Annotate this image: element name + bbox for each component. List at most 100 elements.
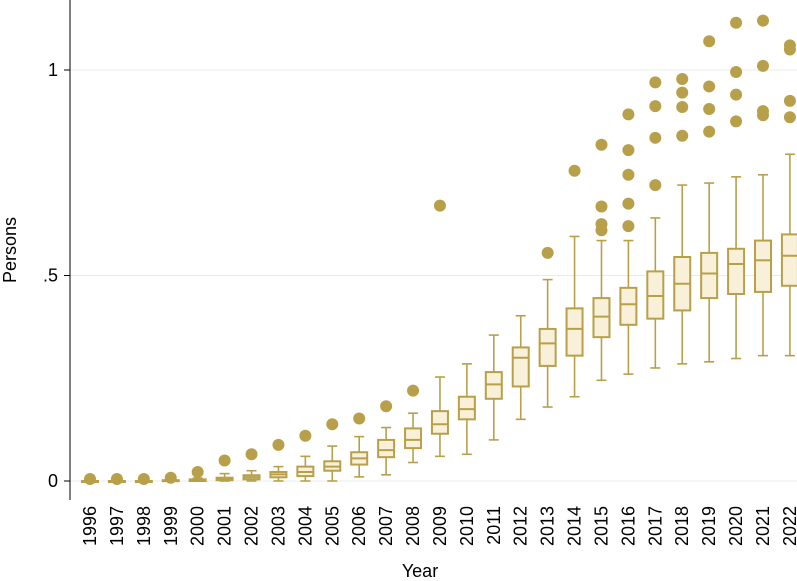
outlier-point-1 <box>595 218 608 231</box>
iqr-box <box>484 371 503 400</box>
outlier-point-0 <box>110 472 123 485</box>
x-tick-label-2020: 2020 <box>726 506 746 546</box>
iqr-box <box>538 327 557 367</box>
outlier-point-3 <box>730 16 743 29</box>
outlier-point-2 <box>730 66 743 79</box>
y-tick-label-2: 1 <box>48 60 58 80</box>
outlier-point-3 <box>783 39 796 52</box>
box-2022 <box>780 39 797 357</box>
x-tick-label-2008: 2008 <box>403 506 423 546</box>
box-2018 <box>673 73 692 365</box>
outlier-point-0 <box>541 246 554 259</box>
outlier-point-2 <box>703 80 716 93</box>
outlier-point-0 <box>568 164 581 177</box>
outlier-point-2 <box>595 200 608 213</box>
outlier-point-0 <box>218 454 231 467</box>
x-tick-label-2012: 2012 <box>511 506 531 546</box>
x-tick-label-2011: 2011 <box>484 506 504 545</box>
box-1996 <box>81 472 99 485</box>
x-tick-label-2000: 2000 <box>188 506 208 546</box>
box-2012 <box>511 314 530 421</box>
outlier-point-0 <box>353 412 366 425</box>
x-tick-label-2015: 2015 <box>591 506 611 546</box>
box-2014 <box>565 164 584 398</box>
x-tick-label-2021: 2021 <box>753 506 773 546</box>
box-series <box>81 14 797 485</box>
outlier-point-3 <box>757 14 769 27</box>
y-axis-title: Persons <box>0 217 20 283</box>
outlier-point-1 <box>649 131 662 144</box>
iqr-box <box>430 410 449 435</box>
outlier-point-0 <box>137 472 150 485</box>
outlier-point-0 <box>326 418 339 431</box>
outlier-point-0 <box>407 384 420 397</box>
x-tick-label-2017: 2017 <box>645 506 665 546</box>
outlier-point-0 <box>783 111 796 124</box>
x-tick-label-2007: 2007 <box>376 506 396 546</box>
outlier-point-0 <box>84 472 96 485</box>
outlier-point-0 <box>164 471 177 484</box>
box-1998 <box>134 472 153 485</box>
x-tick-label-2019: 2019 <box>699 506 719 546</box>
x-tick-label-1997: 1997 <box>107 506 127 546</box>
x-tick-label-2001: 2001 <box>215 506 235 546</box>
outlier-point-0 <box>622 220 635 233</box>
y-axis-ticks: 0.51 <box>43 60 70 491</box>
outlier-point-0 <box>433 199 446 212</box>
outlier-point-3 <box>676 73 689 86</box>
outlier-point-0 <box>676 129 689 142</box>
box-2011 <box>484 334 503 441</box>
iqr-box <box>619 286 638 326</box>
x-tick-label-2002: 2002 <box>242 506 262 546</box>
box-2006 <box>350 412 369 478</box>
x-tick-label-2003: 2003 <box>268 506 288 546</box>
box-2005 <box>323 418 342 482</box>
outlier-point-0 <box>380 400 393 413</box>
box-2007 <box>377 400 396 476</box>
iqr-box <box>457 395 476 421</box>
outlier-point-2 <box>757 59 769 72</box>
outlier-point-1 <box>783 94 796 107</box>
box-2009 <box>430 199 449 458</box>
iqr-box <box>592 297 611 339</box>
x-tick-label-2016: 2016 <box>618 506 638 546</box>
outlier-point-3 <box>622 144 635 157</box>
iqr-box <box>700 251 719 300</box>
iqr-box <box>377 438 396 459</box>
outlier-point-0 <box>245 448 258 461</box>
iqr-box <box>404 427 423 450</box>
outlier-point-3 <box>649 76 662 89</box>
x-axis-title: Year <box>402 561 438 581</box>
box-2019 <box>700 35 719 363</box>
x-tick-label-2004: 2004 <box>295 506 315 546</box>
box-2015 <box>592 138 611 382</box>
y-tick-label-0: 0 <box>48 471 58 491</box>
x-tick-label-2009: 2009 <box>430 506 450 546</box>
x-tick-label-2005: 2005 <box>322 506 342 546</box>
box-2002 <box>242 448 261 482</box>
box-1997 <box>107 472 126 485</box>
outlier-point-0 <box>730 115 743 128</box>
x-tick-label-2013: 2013 <box>538 506 558 546</box>
x-tick-label-2014: 2014 <box>565 506 585 546</box>
x-tick-label-2018: 2018 <box>672 506 692 546</box>
x-tick-label-2006: 2006 <box>349 506 369 546</box>
outlier-point-1 <box>757 105 769 118</box>
iqr-box <box>754 239 772 293</box>
box-2001 <box>215 454 234 482</box>
iqr-box <box>727 247 746 295</box>
outlier-point-4 <box>622 108 635 121</box>
x-tick-label-1999: 1999 <box>161 506 181 546</box>
outlier-point-3 <box>703 35 716 48</box>
outlier-point-3 <box>595 138 608 151</box>
outlier-point-1 <box>622 197 635 210</box>
x-tick-label-1998: 1998 <box>134 506 154 546</box>
outlier-point-0 <box>191 465 204 478</box>
x-axis-tick-labels: 1996 1997 1998 1999 2000 2001 2002 2003 2004 2005… <box>80 506 797 546</box>
outlier-point-2 <box>649 100 662 113</box>
outlier-point-0 <box>649 179 662 192</box>
iqr-box <box>565 307 584 357</box>
outlier-point-1 <box>703 103 716 116</box>
box-2017 <box>646 76 665 369</box>
